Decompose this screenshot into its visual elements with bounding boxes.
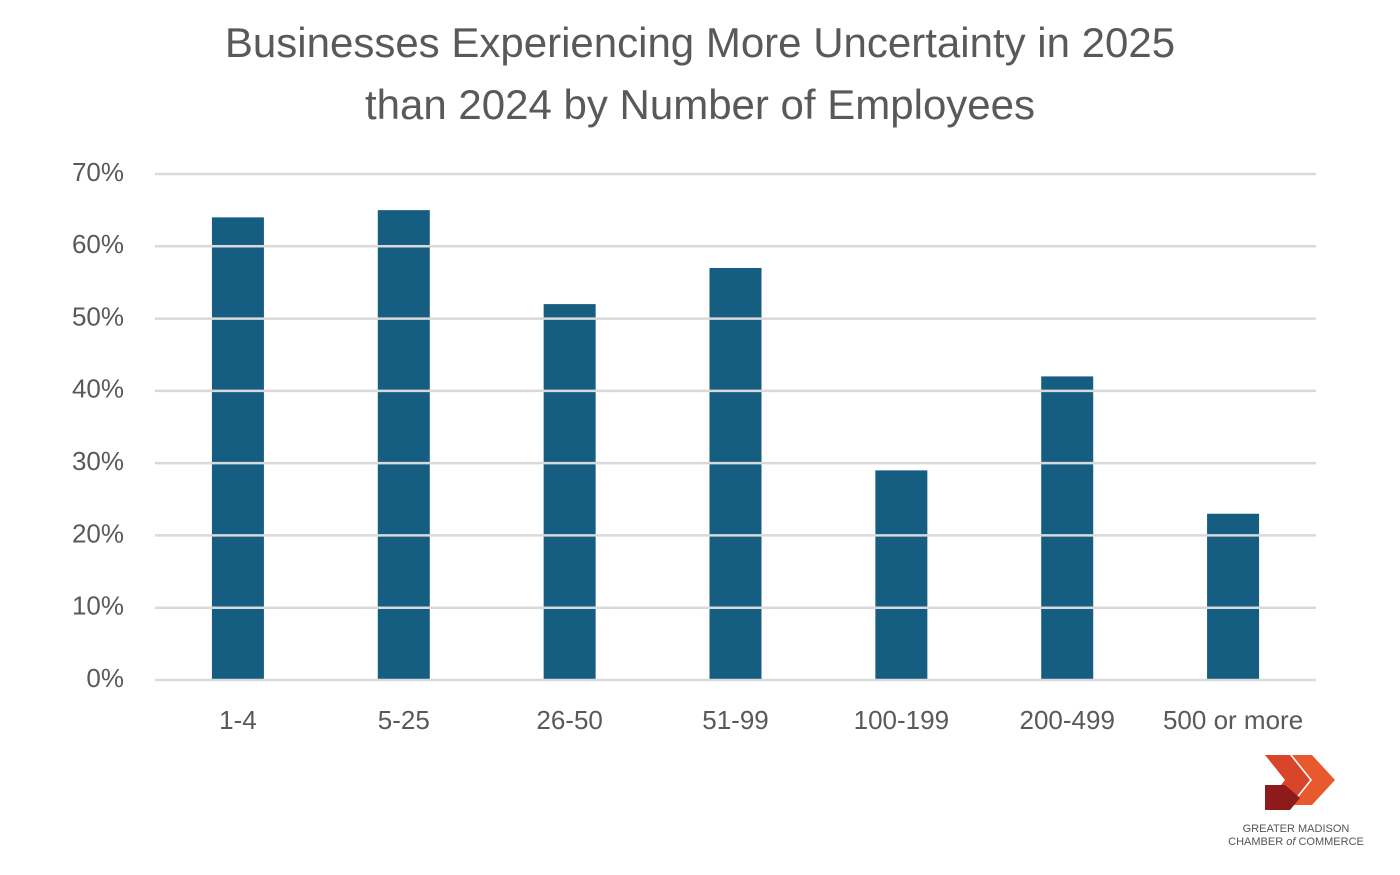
x-tick-label: 500 or more (1163, 705, 1303, 735)
logo-line: CHAMBER of COMMERCE (1228, 836, 1364, 848)
bar (211, 217, 264, 680)
bar (543, 304, 596, 680)
bar (1207, 513, 1260, 680)
y-tick-label: 0% (86, 663, 124, 693)
logo-word: CHAMBER (1228, 836, 1283, 848)
bar (709, 267, 762, 680)
x-tick-label: 26-50 (536, 705, 603, 735)
x-tick-label: 5-25 (378, 705, 430, 735)
x-tick-label: 200-499 (1020, 705, 1115, 735)
bar (875, 470, 928, 680)
y-tick-label: 30% (72, 446, 124, 476)
logo-line: GREATER MADISON (1243, 823, 1350, 835)
logo-arrow (1292, 755, 1335, 805)
x-tick-label: 1-4 (219, 705, 257, 735)
logo-word: COMMERCE (1298, 836, 1363, 848)
y-tick-label: 50% (72, 301, 124, 331)
y-tick-label: 40% (72, 374, 124, 404)
bar (1041, 376, 1094, 680)
logo-arrow (1265, 785, 1300, 810)
y-tick-label: 10% (72, 591, 124, 621)
y-tick-label: 70% (72, 157, 124, 187)
y-tick-label: 60% (72, 229, 124, 259)
logo-word: of (1286, 836, 1296, 848)
logo: GREATER MADISON CHAMBER of COMMERCE (1228, 755, 1364, 848)
chart-title: Businesses Experiencing More Uncertainty… (224, 19, 1176, 128)
x-tick-label: 100-199 (854, 705, 949, 735)
bar (377, 210, 430, 680)
x-tick-label: 51-99 (702, 705, 769, 735)
y-tick-label: 20% (72, 518, 124, 548)
